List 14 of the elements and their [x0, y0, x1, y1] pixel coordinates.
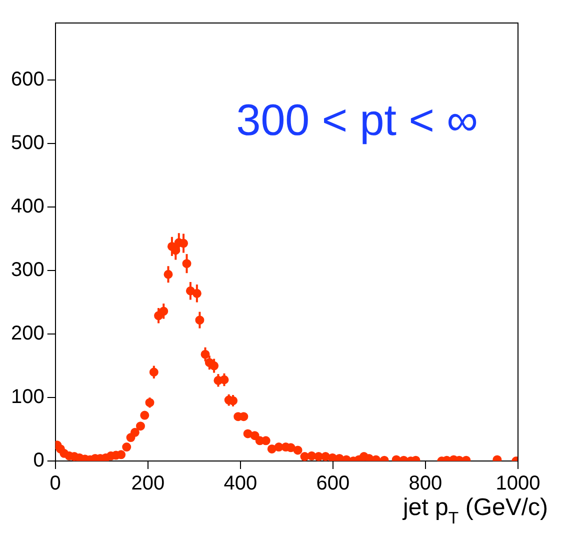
x-tick-label: 0 [50, 472, 61, 495]
x-tick-label: 1000 [496, 472, 540, 495]
x-tick-label: 400 [224, 472, 258, 495]
x-tick-label: 200 [131, 472, 165, 495]
y-tick-label: 500 [10, 132, 44, 154]
y-tick-label: 200 [10, 322, 44, 345]
annotation: 300 < pt < ∞ [236, 96, 478, 145]
y-tick-label: 100 [10, 386, 44, 408]
x-tick-label: 800 [408, 472, 442, 495]
y-tick-label: 0 [33, 450, 44, 472]
x-tick-label: 600 [316, 472, 350, 495]
y-tick-label: 600 [10, 68, 44, 91]
y-tick-label: 300 [10, 259, 44, 282]
y-tick-label: 400 [10, 196, 44, 218]
